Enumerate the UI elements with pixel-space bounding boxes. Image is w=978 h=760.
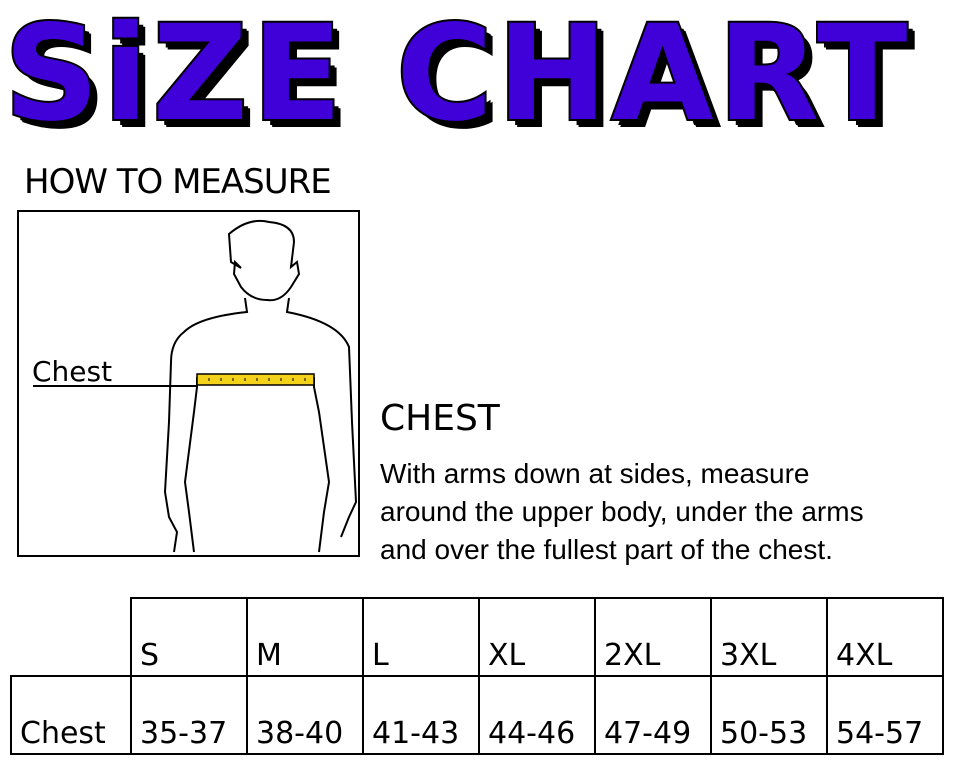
table-cell: 47-49 bbox=[594, 675, 712, 755]
size-header: S bbox=[130, 597, 248, 677]
instruction-line: and over the fullest part of the chest. bbox=[380, 534, 833, 565]
tape-measure-icon bbox=[196, 373, 315, 386]
size-header: M bbox=[246, 597, 364, 677]
table-cell: 50-53 bbox=[710, 675, 828, 755]
figure-chest-label: Chest bbox=[32, 355, 113, 388]
chest-heading: CHEST bbox=[380, 398, 500, 439]
size-header: XL bbox=[478, 597, 596, 677]
empty-corner-cell bbox=[11, 598, 131, 676]
size-chart-title: SiZE CHART bbox=[2, 0, 912, 151]
table-cell: 41-43 bbox=[362, 675, 480, 755]
size-header: 2XL bbox=[594, 597, 712, 677]
size-header: 3XL bbox=[710, 597, 828, 677]
row-label: Chest bbox=[10, 675, 132, 755]
table-row: Chest 35-37 38-40 41-43 44-46 47-49 50-5… bbox=[10, 675, 944, 755]
size-table: S M L XL 2XL 3XL 4XL Chest 35-37 38-40 4… bbox=[10, 597, 944, 755]
size-header-row: S M L XL 2XL 3XL 4XL bbox=[11, 597, 944, 677]
table-cell: 35-37 bbox=[130, 675, 248, 755]
table-cell: 38-40 bbox=[246, 675, 364, 755]
size-header: 4XL bbox=[826, 597, 944, 677]
size-header: L bbox=[362, 597, 480, 677]
body-outline-icon bbox=[33, 219, 358, 553]
table-cell: 44-46 bbox=[478, 675, 596, 755]
table-cell: 54-57 bbox=[826, 675, 944, 755]
chest-instructions: With arms down at sides, measure around … bbox=[380, 455, 970, 569]
instruction-line: around the upper body, under the arms bbox=[380, 496, 864, 527]
measure-figure bbox=[17, 210, 360, 557]
how-to-measure-heading: HOW TO MEASURE bbox=[24, 162, 332, 202]
instruction-line: With arms down at sides, measure bbox=[380, 458, 810, 489]
